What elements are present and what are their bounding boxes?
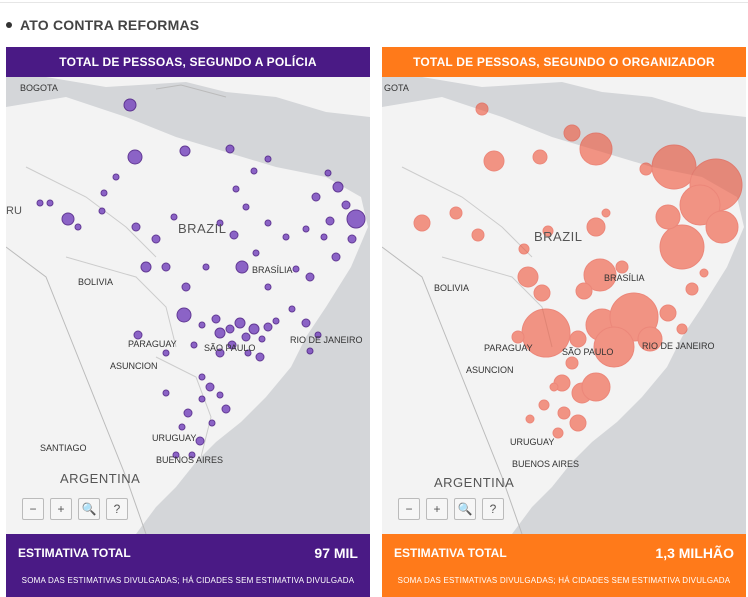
map-geography-right [382,77,746,534]
total-label: ESTIMATIVA TOTAL [394,546,507,560]
organizer-panel-header: TOTAL DE PESSOAS, SEGUNDO O ORGANIZADOR [382,47,746,77]
footnote: SOMA DAS ESTIMATIVAS DIVULGADAS; HÁ CIDA… [397,576,731,585]
label-uruguay: URUGUAY [152,433,197,443]
label-peru: RU [6,205,22,217]
label-buenos-aires: BUENOS AIRES [512,459,580,469]
map-controls-right: − + 🔍 ? [398,498,504,520]
zoom-out-button[interactable]: − [22,498,44,520]
police-map[interactable]: BOGOTA RU BRAZIL BOLIVIA BRASÍLIA PARAGU… [6,77,370,534]
label-sao-paulo: SÃO PAULO [562,347,614,357]
police-dots [36,98,366,459]
total-label: ESTIMATIVA TOTAL [18,546,131,560]
label-paraguay: PARAGUAY [128,339,177,349]
label-rio: RIO DE JANEIRO [290,335,363,345]
map-controls-left: − + 🔍 ? [22,498,128,520]
label-rio: RIO DE JANEIRO [642,341,715,351]
label-brasilia: BRASÍLIA [252,265,293,275]
label-bogota: BOGOTA [20,83,58,93]
label-buenos-aires: BUENOS AIRES [156,455,224,465]
label-brazil: BRAZIL [178,221,227,236]
label-santiago: SANTIAGO [40,443,87,453]
total-value: 97 MIL [314,545,358,561]
label-uruguay: URUGUAY [510,437,555,447]
help-button[interactable]: ? [106,498,128,520]
organizer-dots [413,102,743,439]
label-bolivia: BOLIVIA [78,277,114,287]
bullet-icon [6,22,12,28]
label-bolivia: BOLIVIA [434,283,470,293]
label-brazil: BRAZIL [534,229,583,244]
map-geography-left [6,77,370,534]
search-icon[interactable]: 🔍 [454,498,476,520]
label-sao-paulo: SÃO PAULO [204,343,256,353]
label-paraguay: PARAGUAY [484,343,533,353]
organizer-map[interactable]: GOTA BRAZIL BOLIVIA BRASÍLIA PARAGUAY SÃ… [382,77,746,534]
zoom-in-button[interactable]: + [50,498,72,520]
total-value: 1,3 MILHÃO [655,545,734,561]
help-button[interactable]: ? [482,498,504,520]
police-panel: TOTAL DE PESSOAS, SEGUNDO A POLÍCIA [6,47,370,597]
zoom-in-button[interactable]: + [426,498,448,520]
section-title: ATO CONTRA REFORMAS [6,16,199,34]
organizer-panel: TOTAL DE PESSOAS, SEGUNDO O ORGANIZADOR [382,47,746,597]
top-divider [0,2,748,3]
label-bogota: GOTA [384,83,409,93]
label-argentina: ARGENTINA [434,475,515,490]
label-asuncion: ASUNCION [110,361,158,371]
label-asuncion: ASUNCION [466,365,514,375]
label-argentina: ARGENTINA [60,471,141,486]
organizer-footer: ESTIMATIVA TOTAL 1,3 MILHÃO SOMA DAS EST… [382,534,746,597]
police-panel-header: TOTAL DE PESSOAS, SEGUNDO A POLÍCIA [6,47,370,77]
footnote: SOMA DAS ESTIMATIVAS DIVULGADAS; HÁ CIDA… [21,576,355,585]
section-title-text: ATO CONTRA REFORMAS [20,17,200,33]
search-icon[interactable]: 🔍 [78,498,100,520]
zoom-out-button[interactable]: − [398,498,420,520]
label-brasilia: BRASÍLIA [604,273,645,283]
police-footer: ESTIMATIVA TOTAL 97 MIL SOMA DAS ESTIMAT… [6,534,370,597]
